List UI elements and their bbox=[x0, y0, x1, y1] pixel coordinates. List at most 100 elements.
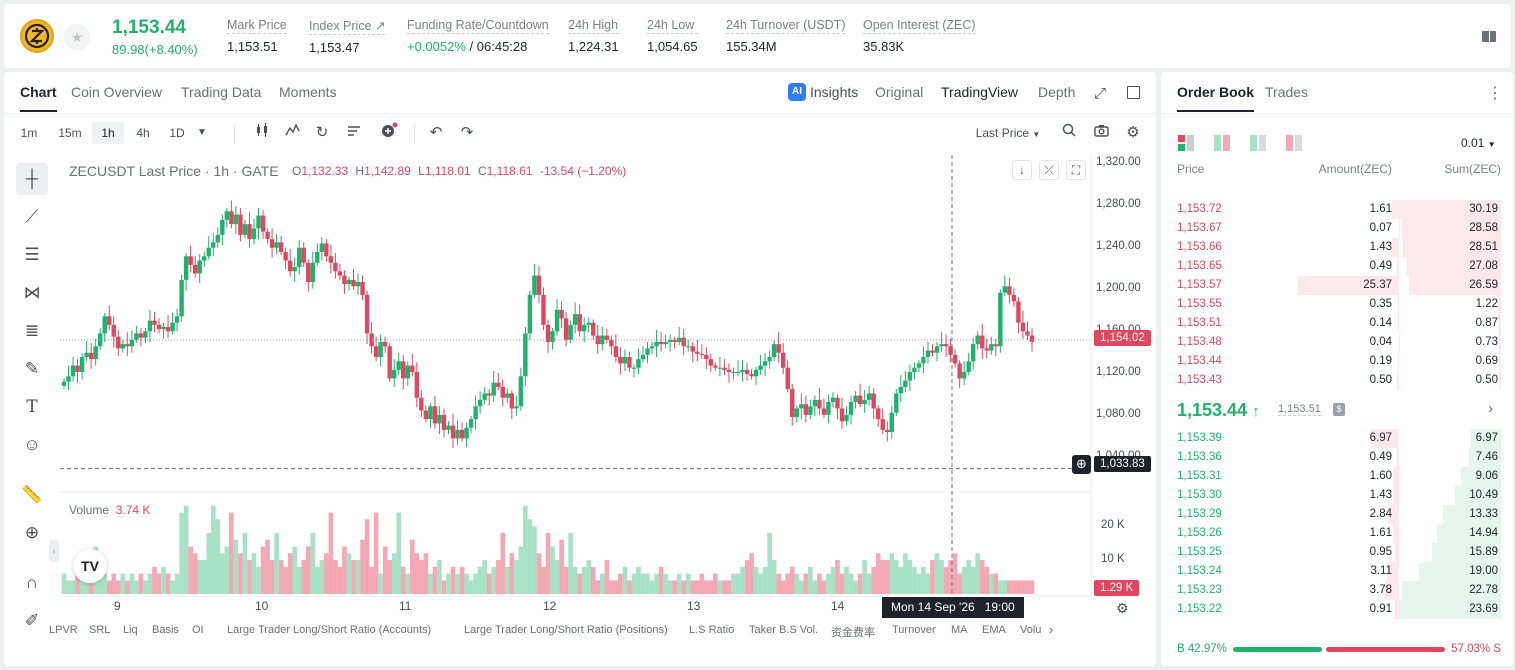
add-indicator-icon[interactable] bbox=[378, 122, 400, 144]
tab-tradingview[interactable]: TradingView bbox=[941, 84, 1019, 100]
ask-row[interactable]: 1,153.43 0.50 0.50 bbox=[1161, 371, 1513, 390]
book-icon[interactable] bbox=[1482, 30, 1498, 44]
indicator-lpvr[interactable]: LPVR bbox=[49, 624, 78, 636]
ruler-icon[interactable]: 📏 bbox=[21, 485, 43, 504]
candle-body bbox=[1011, 294, 1017, 302]
view-both-icon[interactable] bbox=[1178, 135, 1194, 154]
row-amount: 0.19 bbox=[1369, 355, 1392, 367]
interval-1m[interactable]: 1m bbox=[20, 126, 38, 140]
interval-15m[interactable]: 15m bbox=[58, 126, 82, 140]
indicator-taker-bs-vol[interactable]: Taker B.S Vol. bbox=[749, 624, 819, 636]
bid-row[interactable]: 1,153.24 3.11 19.00 bbox=[1161, 562, 1513, 581]
crosshair-icon[interactable]: ┼ bbox=[16, 163, 48, 195]
interval-1h[interactable]: 1h bbox=[92, 122, 124, 144]
window-icon[interactable] bbox=[1127, 86, 1140, 99]
view-asks-icon[interactable] bbox=[1286, 135, 1302, 154]
text-tool-icon[interactable]: T bbox=[26, 397, 38, 417]
bid-row[interactable]: 1,153.22 0.91 23.69 bbox=[1161, 600, 1513, 619]
view-split-icon[interactable] bbox=[1214, 135, 1230, 154]
ask-row[interactable]: 1,153.72 1.61 30.19 bbox=[1161, 200, 1513, 219]
indicator-ls-ratio[interactable]: L.S Ratio bbox=[689, 624, 735, 636]
collapse-toolbar-icon[interactable]: ‹ bbox=[49, 540, 59, 562]
indicators-icon[interactable] bbox=[282, 122, 302, 144]
tradingview-logo-icon[interactable]: TV bbox=[73, 549, 107, 583]
indicator-large-trader-accounts[interactable]: Large Trader Long/Short Ratio (Accounts) bbox=[227, 624, 432, 636]
scroll-down-icon[interactable]: ↓ bbox=[1012, 160, 1032, 180]
volume-bar bbox=[464, 573, 469, 594]
precision-select[interactable]: 0.01 ▼ bbox=[1461, 136, 1496, 150]
indicator-volume[interactable]: Volu bbox=[1020, 624, 1042, 636]
bid-row[interactable]: 1,153.36 0.49 7.46 bbox=[1161, 448, 1513, 467]
ask-row[interactable]: 1,153.51 0.14 0.87 bbox=[1161, 314, 1513, 333]
bid-row[interactable]: 1,153.23 3.78 22.78 bbox=[1161, 581, 1513, 600]
more-options-icon[interactable]: ⋮ bbox=[1487, 85, 1503, 102]
redo-icon[interactable]: ↷ bbox=[460, 124, 474, 141]
bid-row[interactable]: 1,153.29 2.84 13.33 bbox=[1161, 505, 1513, 524]
magnet-icon[interactable]: ∩ bbox=[25, 573, 39, 592]
indicator-liq[interactable]: Liq bbox=[123, 624, 138, 636]
volume-bar bbox=[201, 560, 207, 594]
indicator-ema[interactable]: EMA bbox=[982, 624, 1006, 636]
fullscreen-icon[interactable]: ⤢ bbox=[1094, 85, 1107, 102]
interval-4h[interactable]: 4h bbox=[136, 126, 150, 140]
indicators-next-icon[interactable]: › bbox=[1049, 622, 1054, 637]
indicator-turnover[interactable]: Turnover bbox=[892, 624, 936, 636]
bid-row[interactable]: 1,153.26 1.61 14.94 bbox=[1161, 524, 1513, 543]
price-type-select[interactable]: Last Price ▼ bbox=[975, 126, 1041, 140]
index-price-stat[interactable]: Index Price ↗ 1,153.47 bbox=[309, 19, 386, 55]
ask-row[interactable]: 1,153.55 0.35 1.22 bbox=[1161, 295, 1513, 314]
tab-depth[interactable]: Depth bbox=[1038, 84, 1076, 100]
tab-moments[interactable]: Moments bbox=[279, 84, 337, 100]
chart-settings-icon[interactable]: ⚙ bbox=[1116, 600, 1129, 616]
candle-type-icon[interactable] bbox=[252, 122, 272, 144]
emoji-icon[interactable]: ☺ bbox=[23, 435, 41, 454]
camera-icon[interactable] bbox=[1091, 122, 1111, 144]
candle-body bbox=[591, 322, 596, 336]
ask-row[interactable]: 1,153.48 0.04 0.73 bbox=[1161, 333, 1513, 352]
tab-chart[interactable]: Chart bbox=[20, 84, 57, 112]
tab-original[interactable]: Original bbox=[875, 84, 924, 100]
template-icon[interactable] bbox=[344, 122, 364, 144]
ask-row[interactable]: 1,153.44 0.19 0.69 bbox=[1161, 352, 1513, 371]
indicator-large-trader-positions[interactable]: Large Trader Long/Short Ratio (Positions… bbox=[464, 624, 668, 636]
bid-row[interactable]: 1,153.39 6.97 6.97 bbox=[1161, 429, 1513, 448]
horizontal-lines-icon[interactable]: ☰ bbox=[24, 245, 40, 264]
ask-row[interactable]: 1,153.66 1.43 28.51 bbox=[1161, 238, 1513, 257]
bid-row[interactable]: 1,153.30 1.43 10.49 bbox=[1161, 486, 1513, 505]
tab-insights[interactable]: Insights bbox=[810, 84, 859, 100]
brush-icon[interactable]: ✎ bbox=[24, 359, 40, 378]
indicator-oi[interactable]: OI bbox=[192, 624, 204, 636]
undo-icon[interactable]: ↶ bbox=[429, 124, 443, 141]
interval-dropdown-icon[interactable]: ▼ bbox=[197, 127, 207, 138]
tab-trading-data[interactable]: Trading Data bbox=[181, 84, 262, 100]
tab-trades[interactable]: Trades bbox=[1265, 84, 1309, 100]
ask-row[interactable]: 1,153.65 0.49 27.08 bbox=[1161, 257, 1513, 276]
bid-row[interactable]: 1,153.31 1.60 9.06 bbox=[1161, 467, 1513, 486]
trendline-icon[interactable]: ⟋ bbox=[26, 207, 38, 226]
indicator-ma[interactable]: MA bbox=[951, 624, 968, 636]
interval-1d[interactable]: 1D bbox=[169, 126, 185, 140]
favorite-star-icon[interactable]: ★ bbox=[64, 24, 90, 50]
maximize-icon[interactable]: ⛶ bbox=[1066, 160, 1086, 180]
search-icon[interactable] bbox=[1059, 122, 1079, 144]
chevron-right-icon[interactable]: › bbox=[1488, 400, 1493, 417]
indicator-basis[interactable]: Basis bbox=[152, 624, 179, 636]
indicator-srl[interactable]: SRL bbox=[89, 624, 111, 636]
indicator-funding-rate[interactable]: 资金费率 bbox=[831, 627, 875, 639]
ask-row[interactable]: 1,153.57 25.37 26.59 bbox=[1161, 276, 1513, 295]
view-bids-icon[interactable] bbox=[1250, 135, 1266, 154]
candle-body bbox=[274, 242, 279, 248]
fibonacci-icon[interactable]: ≣ bbox=[24, 321, 40, 340]
add-alert-icon[interactable]: ⊕ bbox=[1072, 455, 1091, 474]
collapse-icon[interactable]: ⤫ bbox=[1039, 160, 1059, 180]
replay-icon[interactable]: ↻ bbox=[315, 124, 329, 141]
settings-gear-icon[interactable]: ⚙ bbox=[1126, 124, 1140, 141]
volume-bar bbox=[785, 573, 791, 594]
zoom-in-icon[interactable]: ⊕ bbox=[24, 523, 40, 542]
ask-row[interactable]: 1,153.67 0.07 28.58 bbox=[1161, 219, 1513, 238]
tab-order-book[interactable]: Order Book bbox=[1177, 84, 1255, 112]
tab-coin-overview[interactable]: Coin Overview bbox=[71, 84, 163, 100]
bid-row[interactable]: 1,153.25 0.95 15.89 bbox=[1161, 543, 1513, 562]
pencil-lock-icon[interactable]: ✐ bbox=[24, 611, 40, 630]
pattern-icon[interactable]: ⋈ bbox=[23, 283, 41, 302]
